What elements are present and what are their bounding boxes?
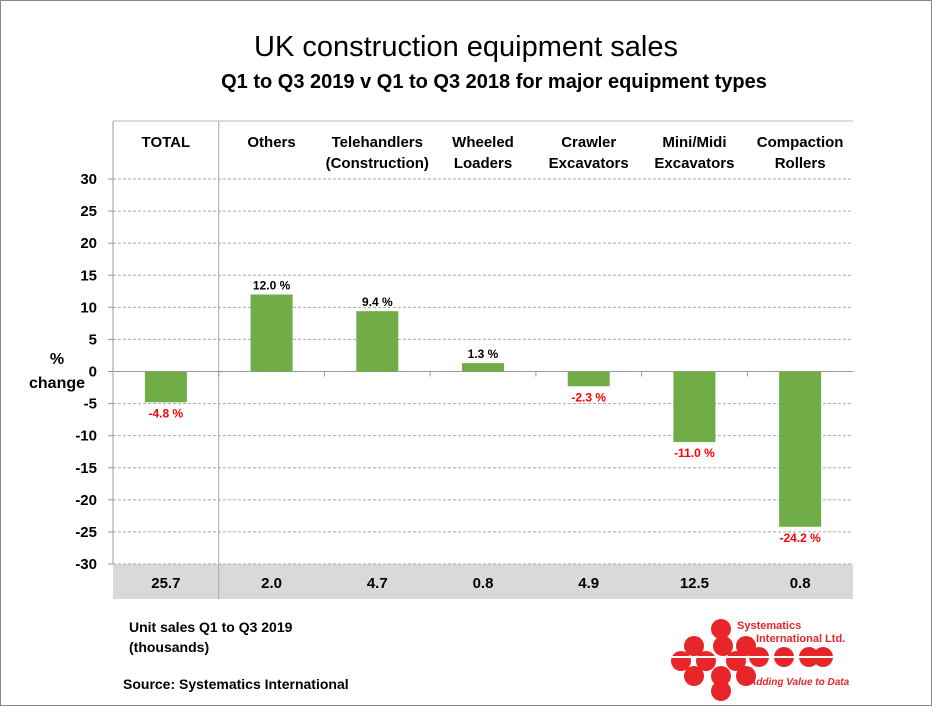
bar bbox=[356, 311, 399, 372]
y-tick-label: 30 bbox=[80, 171, 97, 188]
category-label: TOTAL bbox=[142, 134, 191, 151]
logo-text: International Ltd. bbox=[756, 633, 845, 645]
category-label: Telehandlers bbox=[332, 134, 423, 151]
data-label: -24.2 % bbox=[779, 531, 821, 545]
y-tick-label: 0 bbox=[89, 364, 97, 381]
y-tick-label: -25 bbox=[75, 524, 97, 541]
logo-tagline: Adding Value to Data bbox=[748, 677, 850, 688]
logo-circle bbox=[684, 666, 704, 686]
unit-sales-band bbox=[113, 564, 853, 599]
unit-sales-value: 0.8 bbox=[473, 575, 494, 592]
y-axis-label: % change bbox=[29, 348, 85, 396]
y-tick-label: -15 bbox=[75, 460, 97, 477]
logo-circle bbox=[713, 636, 733, 656]
logo-circle bbox=[711, 681, 731, 701]
y-label-line2: change bbox=[29, 375, 86, 392]
unit-sales-value: 2.0 bbox=[261, 575, 282, 592]
category-label: Crawler bbox=[561, 134, 616, 151]
bar bbox=[462, 363, 504, 372]
logo-circle bbox=[736, 666, 756, 686]
unit-sales-value: 25.7 bbox=[151, 575, 180, 592]
category-label: Excavators bbox=[549, 155, 629, 172]
logo-text: Systematics bbox=[737, 620, 801, 632]
unit-sales-value: 4.7 bbox=[367, 575, 388, 592]
data-label: 9.4 % bbox=[362, 295, 393, 309]
bar bbox=[144, 371, 187, 403]
data-label: -4.8 % bbox=[149, 406, 184, 420]
chart-subtitle: Q1 to Q3 2019 v Q1 to Q3 2018 for major … bbox=[221, 71, 767, 93]
category-label: Excavators bbox=[654, 155, 734, 172]
category-label: Mini/Midi bbox=[662, 134, 726, 151]
y-tick-label: 25 bbox=[80, 203, 97, 220]
y-tick-label: 20 bbox=[80, 235, 97, 252]
category-label: Loaders bbox=[454, 155, 512, 172]
data-label: 1.3 % bbox=[468, 347, 499, 361]
logo-circle bbox=[711, 619, 731, 639]
category-label: Others bbox=[247, 134, 295, 151]
y-tick-label: -20 bbox=[75, 492, 97, 509]
data-label: -2.3 % bbox=[571, 390, 606, 404]
y-tick-label: 10 bbox=[80, 299, 97, 316]
category-label: Compaction bbox=[757, 134, 844, 151]
y-tick-label: 15 bbox=[80, 267, 97, 284]
y-tick-label: -5 bbox=[84, 396, 97, 413]
data-label: -11.0 % bbox=[674, 446, 715, 460]
y-label-line1: % bbox=[49, 351, 65, 368]
chart-title: UK construction equipment sales bbox=[254, 31, 678, 63]
y-tick-label: 5 bbox=[89, 331, 97, 348]
bar bbox=[567, 371, 610, 387]
logo-circle bbox=[684, 636, 704, 656]
category-label: Wheeled bbox=[452, 134, 514, 151]
unit-sales-value: 12.5 bbox=[680, 575, 709, 592]
source-note: Source: Systematics International bbox=[123, 676, 349, 692]
unit-sales-note: Unit sales Q1 to Q3 2019 (thousands) bbox=[129, 619, 293, 655]
y-tick-label: -30 bbox=[75, 556, 97, 573]
unit-sales-value: 4.9 bbox=[578, 575, 599, 592]
logo-circle bbox=[711, 666, 731, 686]
category-label: Rollers bbox=[775, 155, 826, 172]
unit-sales-value: 0.8 bbox=[790, 575, 811, 592]
bar bbox=[779, 371, 822, 527]
bar bbox=[673, 371, 716, 443]
y-tick-label: -10 bbox=[75, 428, 97, 445]
data-label: 12.0 % bbox=[253, 279, 291, 293]
category-label: (Construction) bbox=[326, 155, 429, 172]
bar bbox=[250, 294, 293, 372]
